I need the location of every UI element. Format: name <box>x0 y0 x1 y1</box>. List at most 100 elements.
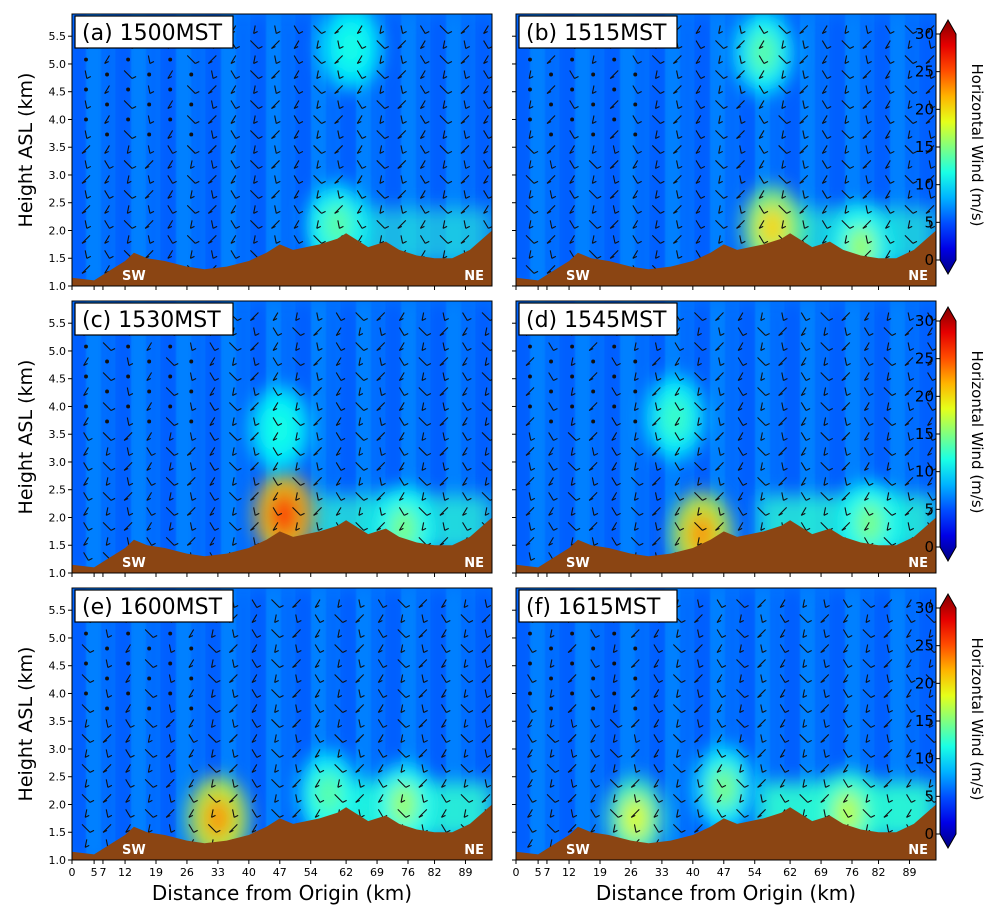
wind-streak <box>149 14 158 286</box>
wind-barb <box>228 764 238 773</box>
wind-barb-tick <box>447 31 453 35</box>
panel-title-box: (d) 1545MST <box>518 302 678 336</box>
wind-streak <box>299 588 308 860</box>
wind-barb <box>570 417 574 426</box>
wind-barb <box>674 537 681 546</box>
wind-barb-tick <box>109 195 114 199</box>
wind-barb <box>334 734 344 743</box>
wind-barb-tick <box>681 620 686 624</box>
wind-barb-tick <box>462 333 467 337</box>
wind-barb <box>841 432 851 441</box>
wind-barb-tick <box>888 769 893 773</box>
wind-barb <box>927 447 933 456</box>
wind-barb-tick <box>258 105 263 109</box>
wind-barb <box>146 462 153 471</box>
wind-barb-tick <box>679 497 685 501</box>
wind-barb <box>546 175 556 184</box>
wind-streak <box>908 588 917 860</box>
wind-barb-tick <box>888 829 893 833</box>
calm-dot <box>612 117 617 122</box>
wind-barb-tick <box>681 799 686 803</box>
wind-barb <box>421 402 425 411</box>
wind-barb <box>165 779 175 788</box>
wind-barb-tick <box>402 150 407 154</box>
wind-barb <box>697 779 700 788</box>
x-tick-label: 76 <box>845 866 859 879</box>
wind-barb-tick <box>335 392 341 396</box>
wind-barb <box>123 521 133 531</box>
wind-barb-tick <box>760 378 766 381</box>
wind-barb <box>419 205 426 214</box>
wind-barb-tick <box>355 769 360 773</box>
wind-barb <box>525 357 535 366</box>
wind-barb-tick <box>447 240 453 244</box>
wind-barb-tick <box>658 709 663 713</box>
wind-barb-tick <box>340 437 346 441</box>
wind-barb-tick <box>804 76 809 79</box>
wind-barb-tick <box>553 467 558 471</box>
colorbar-tick-label: 20 <box>915 100 934 118</box>
calm-dot <box>189 646 194 651</box>
wind-barb <box>904 25 914 34</box>
wind-barb <box>778 175 788 184</box>
wind-barb-tick <box>820 679 825 683</box>
wind-barb <box>821 190 828 199</box>
wind-barb-tick <box>208 180 213 184</box>
wind-barb-tick <box>89 709 95 713</box>
wind-barb <box>676 689 679 698</box>
calm-dot <box>570 631 575 636</box>
wind-barb-tick <box>465 165 470 169</box>
wind-barb-tick <box>886 378 892 381</box>
wind-barb <box>462 492 468 501</box>
wind-barb-tick <box>86 135 92 139</box>
wind-barb-tick <box>463 694 469 698</box>
wind-barb-tick <box>424 210 430 214</box>
wind-barb <box>630 447 640 456</box>
wind-barb-tick <box>149 120 155 124</box>
wind-barb-tick <box>721 605 727 609</box>
wind-barb <box>334 115 344 124</box>
wind-barb <box>251 689 258 698</box>
wind-barb-tick <box>444 497 449 501</box>
wind-barb <box>463 689 467 698</box>
wind-barb <box>167 160 174 169</box>
wind-barb-tick <box>152 784 158 788</box>
wind-barb <box>355 614 365 623</box>
wind-barb <box>144 719 154 728</box>
wind-barb <box>167 250 174 259</box>
wind-barb-tick <box>190 255 195 259</box>
corner-label-ne: NE <box>464 556 484 571</box>
wind-barb <box>569 190 575 199</box>
wind-barb <box>125 749 131 758</box>
wind-barb <box>421 432 425 441</box>
wind-barb-tick <box>250 437 255 441</box>
wind-hotspot-group <box>645 375 706 460</box>
wind-barb <box>418 506 428 516</box>
wind-barb <box>695 160 702 169</box>
wind-barb-tick <box>110 527 116 531</box>
wind-barb-tick <box>342 769 347 773</box>
wind-streak <box>179 14 188 286</box>
wind-barb <box>862 629 872 638</box>
wind-barb <box>293 235 300 244</box>
wind-barb <box>355 704 365 713</box>
wind-barb-tick <box>125 679 130 683</box>
wind-barb <box>104 250 110 259</box>
wind-barb <box>612 764 616 773</box>
wind-barb <box>779 614 786 623</box>
wind-barb-tick <box>127 240 132 244</box>
wind-barb-tick <box>613 739 618 743</box>
wind-barb-tick <box>235 195 241 199</box>
wind-barb <box>355 764 365 773</box>
wind-barb <box>863 327 870 336</box>
wind-barb-tick <box>846 422 851 426</box>
wind-barb <box>654 130 658 139</box>
wind-barb <box>250 432 259 441</box>
wind-barb <box>377 794 384 803</box>
wind-barb-tick <box>258 135 263 139</box>
wind-barb <box>883 629 893 638</box>
wind-barb <box>928 160 932 169</box>
wind-barb <box>356 55 363 64</box>
wind-barb <box>295 704 298 713</box>
wind-barb <box>716 704 723 713</box>
